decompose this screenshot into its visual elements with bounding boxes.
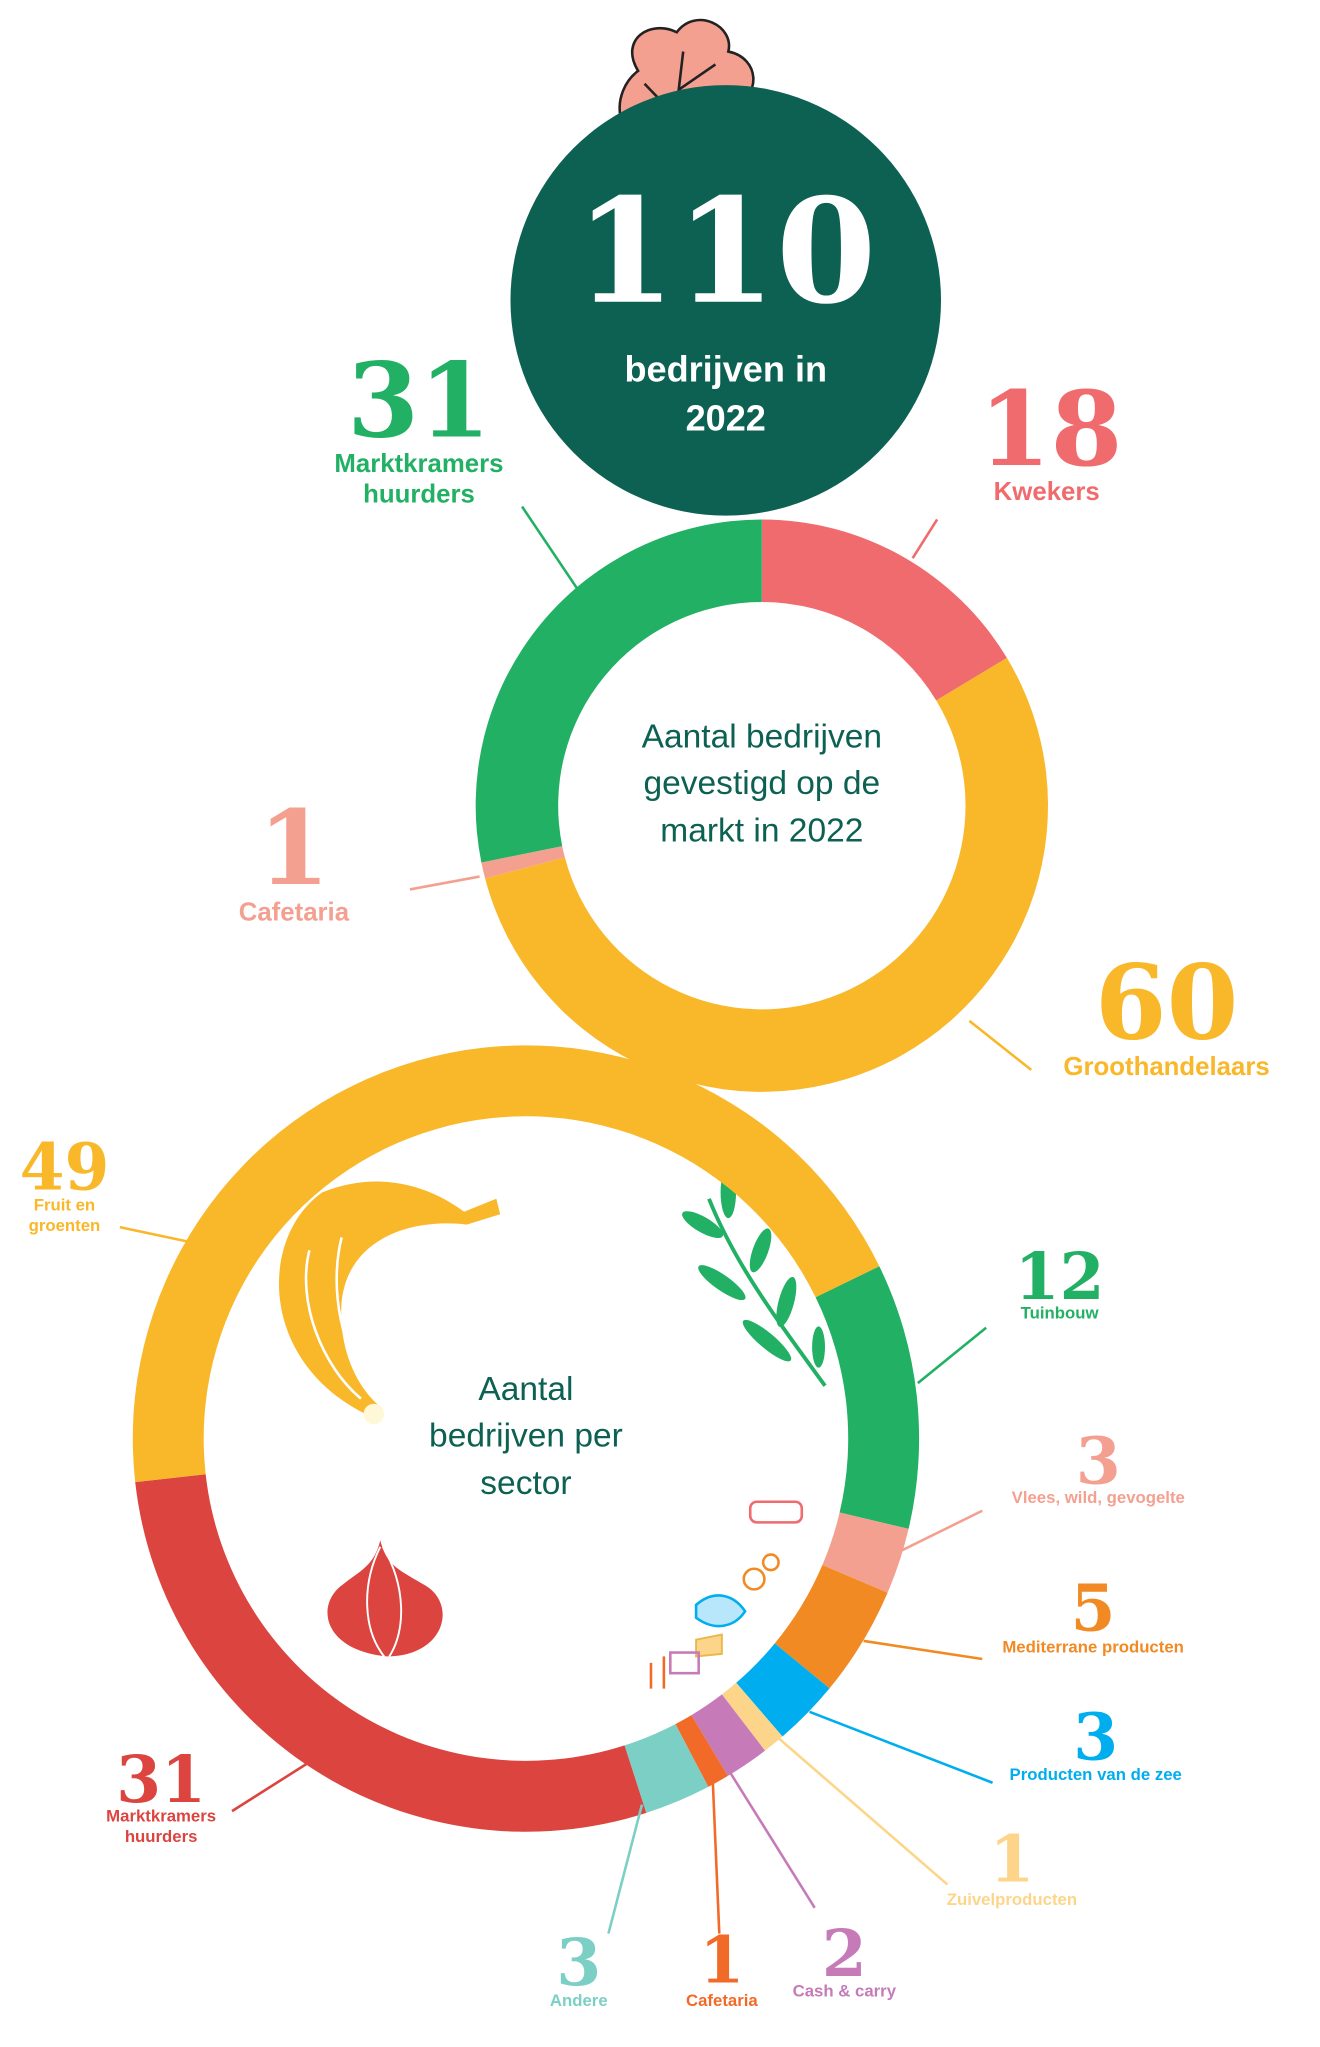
leader-line — [969, 1021, 1031, 1070]
total-caption-box: bedrijven in 2022 — [584, 345, 868, 461]
category-label: Tuinbouw — [944, 1303, 1176, 1323]
category-label-box: Zuivelproducten — [896, 1890, 1128, 1940]
value-label: 60 — [1095, 942, 1239, 1063]
value-label: 3 — [1073, 1699, 1118, 1775]
value-label: 5 — [1071, 1570, 1116, 1646]
value-label: 49 — [20, 1130, 110, 1206]
category-label-box: Marktkramers huurders — [90, 1806, 232, 1856]
category-label-box: Kwekers — [937, 477, 1156, 554]
category-label-box: Cafetaria — [184, 897, 403, 974]
leader-line — [864, 1641, 983, 1659]
leader-line — [410, 877, 480, 890]
category-label-box: Mediterrane producten — [977, 1637, 1209, 1687]
page: {"header": {"total": 110, "caption": "be… — [0, 0, 1320, 2047]
value-label: 31 — [347, 340, 491, 461]
onion-icon — [327, 1540, 442, 1656]
category-label: Producten van de zee — [980, 1765, 1212, 1785]
donut-title-box: Aantal bedrijven gevestigd op de markt i… — [601, 713, 923, 919]
leader-line — [731, 1774, 815, 1908]
donut-segment — [816, 1266, 920, 1529]
total-number: 110 — [575, 167, 876, 337]
leader-line — [522, 507, 577, 589]
value-label: 18 — [979, 369, 1123, 490]
category-label: Mediterrane producten — [977, 1637, 1209, 1657]
category-label: Cafetaria — [184, 897, 403, 928]
category-label: Kwekers — [937, 477, 1156, 508]
category-label: Marktkramers huurders — [90, 1806, 232, 1846]
category-label-box: Tuinbouw — [944, 1303, 1176, 1353]
leader-line — [810, 1712, 993, 1783]
category-label: Andere — [463, 1991, 695, 2011]
total-caption: bedrijven in 2022 — [584, 345, 868, 442]
donut-title: Aantal bedrijven gevestigd op de markt i… — [601, 713, 923, 854]
value-label: 1 — [699, 1922, 744, 1998]
category-label-box: Andere — [463, 1991, 695, 2041]
category-label-box: Producten van de zee — [980, 1765, 1212, 1815]
category-label-box: Marktkramers huurders — [309, 449, 528, 526]
category-label-box: Groothandelaars — [1057, 1052, 1276, 1129]
donut-title-box: Aantal bedrijven per sector — [416, 1365, 635, 1533]
category-label: Groothandelaars — [1057, 1052, 1276, 1083]
leader-line — [608, 1805, 642, 1934]
value-label: 3 — [556, 1925, 601, 2001]
value-label: 1 — [258, 788, 330, 909]
category-label: Zuivelproducten — [896, 1890, 1128, 1910]
infographic: 110 bedrijven in 2022 Aantal bedrijven g… — [0, 0, 1320, 2047]
leader-line — [232, 1762, 309, 1811]
value-label: 2 — [822, 1916, 867, 1992]
category-label: Vlees, wild, gevogelte — [982, 1488, 1214, 1508]
leader-line — [913, 519, 937, 558]
category-label-box: Fruit en groenten — [13, 1195, 116, 1245]
leader-line — [713, 1783, 719, 1934]
leader-line — [120, 1227, 187, 1241]
category-label: Fruit en groenten — [13, 1195, 116, 1235]
value-label: 1 — [989, 1822, 1034, 1898]
donut-title: Aantal bedrijven per sector — [416, 1365, 635, 1506]
charts: Aantal bedrijven gevestigd op de markt i… — [13, 340, 1276, 2040]
category-label: Marktkramers huurders — [309, 449, 528, 511]
category-label-box: Vlees, wild, gevogelte — [982, 1488, 1214, 1538]
